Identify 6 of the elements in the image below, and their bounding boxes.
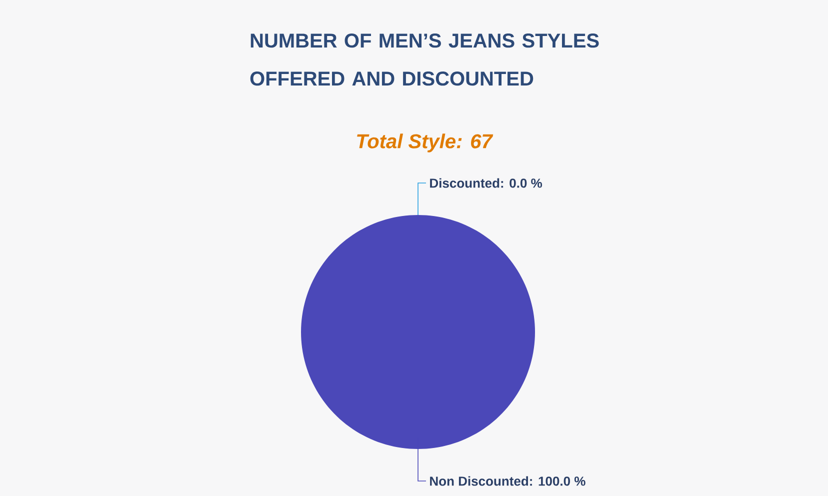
category-label: Discounted	[430, 178, 500, 188]
slice-label: Non Discounted	[430, 476, 528, 486]
chart-subtitle: Total Style: 67	[357, 134, 494, 152]
data-label: : 100.0 %	[530, 476, 586, 486]
text: : 0.0 %	[501, 178, 542, 188]
chart-title: NUMBER OF MEN’S JEANS STYLES OFFERED AND DISCOUNTED	[250, 34, 599, 86]
